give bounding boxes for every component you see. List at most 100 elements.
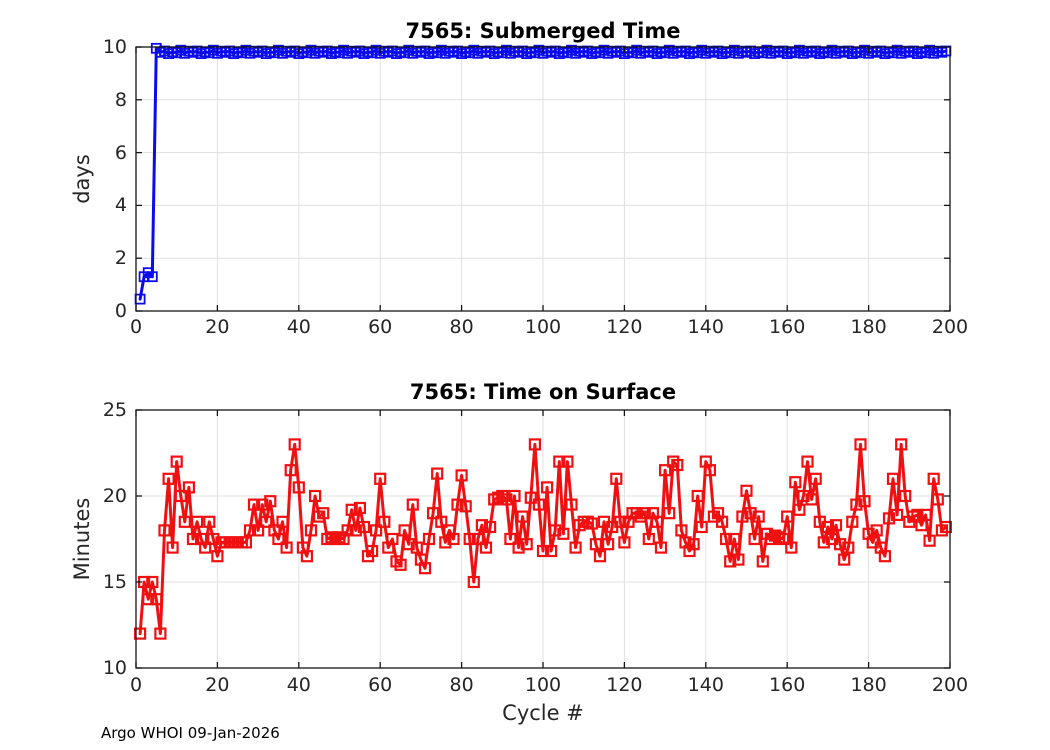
x-tick-label: 60 xyxy=(368,674,393,696)
top-chart-y-axis-label: days xyxy=(70,154,94,204)
data-point-marker xyxy=(854,438,867,451)
data-point-marker xyxy=(744,507,757,520)
x-tick-label: 120 xyxy=(606,674,643,696)
data-point-marker xyxy=(870,524,883,537)
data-point-marker xyxy=(431,467,444,480)
data-point-marker xyxy=(467,575,480,589)
data-point-marker xyxy=(687,538,700,551)
x-tick-label: 0 xyxy=(129,674,143,696)
data-point-marker xyxy=(838,553,851,566)
bottom-chart-title: 7565: Time on Surface xyxy=(409,380,677,404)
data-point-marker xyxy=(134,627,147,640)
data-point-marker xyxy=(691,489,704,503)
y-tick-label: 6 xyxy=(114,141,127,164)
data-point-marker xyxy=(207,532,220,546)
data-point-marker xyxy=(675,524,688,537)
data-point-marker xyxy=(524,491,537,504)
data-point-marker xyxy=(528,438,542,451)
data-point-marker xyxy=(516,510,529,523)
data-point-marker xyxy=(842,541,855,554)
data-point-marker xyxy=(703,464,717,477)
x-tick-label: 20 xyxy=(205,316,230,338)
data-point-marker xyxy=(345,503,358,516)
data-point-marker xyxy=(715,515,729,528)
data-point-marker xyxy=(663,507,676,520)
data-point-marker xyxy=(317,507,330,520)
data-point-marker xyxy=(276,515,289,528)
x-axis-label: Cycle # xyxy=(502,701,584,725)
data-point-marker xyxy=(793,503,806,516)
x-tick-label: 100 xyxy=(524,316,562,338)
x-tick-label: 200 xyxy=(931,674,969,696)
x-tick-label: 140 xyxy=(687,316,724,338)
data-point-marker xyxy=(671,458,684,472)
data-point-marker xyxy=(439,536,452,549)
x-tick-label: 80 xyxy=(449,674,474,696)
y-tick-label: 0 xyxy=(114,300,127,322)
x-tick-label: 0 xyxy=(129,316,143,338)
data-point-marker xyxy=(638,507,651,520)
data-point-marker xyxy=(199,541,212,554)
data-point-marker xyxy=(549,524,562,537)
data-point-marker xyxy=(817,536,830,549)
data-point-marker xyxy=(459,500,472,513)
data-point-marker xyxy=(821,520,835,534)
data-point-marker xyxy=(724,555,737,568)
data-point-marker xyxy=(427,507,440,520)
data-point-marker xyxy=(142,593,155,606)
x-tick-label: 180 xyxy=(850,316,887,338)
data-point-marker xyxy=(654,541,668,554)
x-tick-label: 160 xyxy=(769,674,806,696)
x-tick-label: 160 xyxy=(769,316,806,338)
data-point-marker xyxy=(618,536,631,549)
data-point-marker xyxy=(565,498,578,511)
data-point-marker xyxy=(394,558,407,571)
data-point-marker xyxy=(886,472,900,485)
top-chart-title: 7565: Submerged Time xyxy=(405,19,681,43)
data-point-marker xyxy=(809,472,822,485)
data-point-marker xyxy=(882,512,896,525)
data-point-marker xyxy=(410,541,423,554)
y-tick-label: 2 xyxy=(114,247,127,270)
data-point-marker xyxy=(508,489,521,503)
data-point-marker xyxy=(899,489,912,503)
data-point-marker xyxy=(406,498,419,511)
x-tick-label: 60 xyxy=(368,316,393,338)
data-point-marker xyxy=(642,532,655,546)
data-point-marker xyxy=(939,520,953,534)
data-point-marker xyxy=(284,464,297,477)
data-point-marker xyxy=(264,495,277,508)
data-point-marker xyxy=(658,464,672,477)
data-point-marker xyxy=(162,472,175,485)
x-tick-label: 180 xyxy=(850,674,887,696)
data-point-marker xyxy=(797,489,810,503)
data-point-marker xyxy=(752,510,765,523)
data-point-marker xyxy=(247,498,261,511)
data-point-marker xyxy=(785,541,798,554)
data-point-marker xyxy=(544,544,558,558)
data-point-marker xyxy=(728,532,741,546)
data-point-marker xyxy=(878,550,892,563)
data-point-marker xyxy=(850,498,863,511)
data-point-marker xyxy=(585,517,598,530)
data-point-marker xyxy=(252,524,265,537)
data-point-marker xyxy=(150,593,163,606)
data-point-marker xyxy=(341,524,354,537)
data-point-marker xyxy=(374,472,387,485)
x-tick-label: 40 xyxy=(286,316,311,338)
data-point-marker xyxy=(288,438,301,451)
data-point-marker xyxy=(553,455,566,468)
data-point-marker xyxy=(833,538,847,551)
data-point-marker xyxy=(292,481,305,494)
data-point-marker xyxy=(280,541,293,554)
data-point-marker xyxy=(719,532,733,546)
data-point-marker xyxy=(357,520,370,534)
data-point-marker xyxy=(272,532,285,546)
x-tick-label: 120 xyxy=(606,316,643,338)
y-tick-label: 20 xyxy=(102,485,127,507)
data-point-marker xyxy=(203,515,216,528)
bottom-chart-y-axis-label: Minutes xyxy=(70,497,94,581)
data-series-line xyxy=(138,442,948,636)
